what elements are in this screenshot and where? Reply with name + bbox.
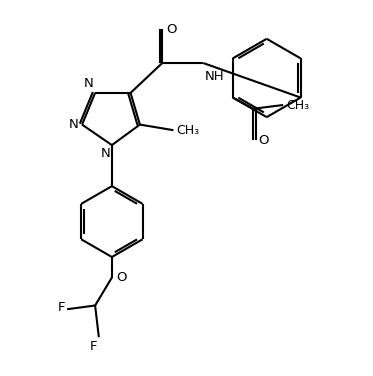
Text: N: N <box>100 147 110 160</box>
Text: N: N <box>69 118 78 131</box>
Text: O: O <box>258 134 268 147</box>
Text: F: F <box>90 340 97 353</box>
Text: N: N <box>84 77 93 90</box>
Text: CH₃: CH₃ <box>176 124 200 137</box>
Text: F: F <box>58 301 65 314</box>
Text: NH: NH <box>205 70 225 83</box>
Text: CH₃: CH₃ <box>286 99 309 112</box>
Text: O: O <box>116 271 127 284</box>
Text: O: O <box>167 23 177 36</box>
